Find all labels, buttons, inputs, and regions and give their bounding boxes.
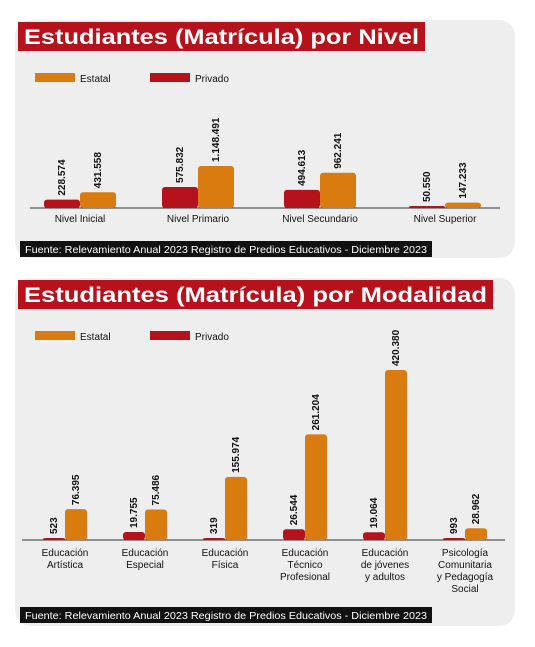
value-label: 228.574	[57, 159, 68, 196]
value-label: 19.755	[129, 497, 140, 528]
value-label: 147.233	[458, 162, 469, 199]
title-box	[18, 22, 425, 51]
x-tick-label: Nivel Superior	[414, 214, 477, 225]
bar	[409, 206, 445, 208]
panel	[15, 20, 515, 258]
legend-swatch	[150, 331, 190, 340]
x-tick-label: Nivel Primario	[167, 214, 230, 225]
bar	[445, 202, 481, 208]
value-label: 26.544	[289, 494, 300, 525]
bar	[465, 528, 487, 540]
value-label: 523	[49, 517, 60, 534]
value-label: 50.550	[422, 171, 433, 202]
value-label: 962.241	[333, 132, 344, 169]
value-label: 319	[209, 517, 220, 534]
bar	[443, 538, 465, 540]
title-box	[18, 280, 493, 309]
x-tick-label: Educación Física	[202, 548, 249, 571]
value-label: 261.204	[311, 394, 322, 431]
source-note: Fuente: Relevamiento Anual 2023 Registro…	[25, 244, 427, 256]
value-label: 28.962	[471, 493, 482, 524]
bar	[145, 509, 167, 540]
legend-swatch	[35, 331, 75, 340]
bar	[43, 538, 65, 540]
legend-label: Estatal	[80, 332, 111, 343]
legend-label: Privado	[195, 332, 229, 343]
value-label: 494.613	[297, 149, 308, 186]
bar	[283, 529, 305, 540]
bar	[363, 532, 385, 540]
bar	[44, 199, 80, 208]
bar	[80, 192, 116, 208]
chart-title: Estudiantes (Matrícula) por Modalidad	[24, 284, 487, 307]
bar	[225, 476, 247, 540]
value-label: 993	[449, 517, 460, 534]
x-tick-label: Educación Especial	[122, 548, 169, 571]
legend-swatch	[150, 73, 190, 82]
value-label: 431.558	[93, 152, 104, 189]
x-tick-label: Nivel Secundario	[282, 214, 358, 225]
value-label: 76.395	[71, 474, 82, 505]
bar	[65, 509, 87, 540]
x-tick-label: Educación Artística	[42, 548, 89, 571]
chart-title: Estudiantes (Matrícula) por Nivel	[24, 26, 419, 49]
value-label: 1.148.491	[211, 117, 222, 162]
legend-swatch	[35, 73, 75, 82]
x-tick-label: Educación de jóvenes y adultos	[361, 548, 409, 583]
value-label: 75.486	[151, 474, 162, 505]
source-note: Fuente: Relevamiento Anual 2023 Registro…	[25, 610, 427, 622]
bar	[284, 189, 320, 208]
bar	[162, 186, 198, 208]
value-label: 420.380	[391, 329, 402, 366]
legend-label: Estatal	[80, 74, 111, 85]
x-tick-label: Psicología Comunitaria y Pedagogía Social	[437, 548, 494, 595]
source-box	[20, 241, 432, 257]
bar	[203, 538, 225, 540]
source-box	[20, 607, 432, 623]
bar	[123, 532, 145, 540]
bar	[320, 172, 356, 208]
value-label: 155.974	[231, 436, 242, 473]
value-label: 19.064	[369, 497, 380, 528]
bar	[305, 434, 327, 540]
x-tick-label: Nivel Inicial	[55, 214, 106, 225]
bar	[198, 166, 234, 208]
bar	[385, 370, 407, 540]
x-tick-label: Educación Técnico Profesional	[280, 548, 330, 583]
value-label: 575.832	[175, 146, 186, 183]
legend-label: Privado	[195, 74, 229, 85]
